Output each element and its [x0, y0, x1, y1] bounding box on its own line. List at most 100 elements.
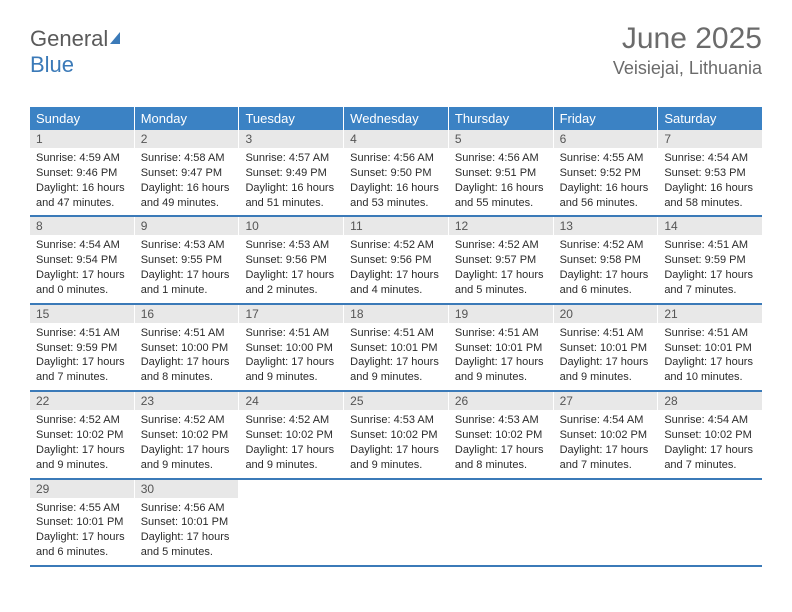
- day-info: Sunrise: 4:53 AMSunset: 9:56 PMDaylight:…: [239, 235, 343, 302]
- day-cell: 15Sunrise: 4:51 AMSunset: 9:59 PMDayligh…: [30, 305, 135, 390]
- day-info: Sunrise: 4:57 AMSunset: 9:49 PMDaylight:…: [239, 148, 343, 215]
- day-info: Sunrise: 4:53 AMSunset: 10:02 PMDaylight…: [344, 410, 448, 477]
- day-number: 14: [658, 217, 762, 235]
- day-cell: 6Sunrise: 4:55 AMSunset: 9:52 PMDaylight…: [554, 130, 659, 215]
- day-cell: 1Sunrise: 4:59 AMSunset: 9:46 PMDaylight…: [30, 130, 135, 215]
- weekday-header: Saturday: [658, 107, 762, 130]
- day-cell: 22Sunrise: 4:52 AMSunset: 10:02 PMDaylig…: [30, 392, 135, 477]
- day-number: 24: [239, 392, 343, 410]
- day-info: Sunrise: 4:54 AMSunset: 10:02 PMDaylight…: [554, 410, 658, 477]
- day-number: 21: [658, 305, 762, 323]
- day-cell: 26Sunrise: 4:53 AMSunset: 10:02 PMDaylig…: [449, 392, 554, 477]
- day-number: 15: [30, 305, 134, 323]
- day-info: Sunrise: 4:59 AMSunset: 9:46 PMDaylight:…: [30, 148, 134, 215]
- day-number: 12: [449, 217, 553, 235]
- day-info: Sunrise: 4:53 AMSunset: 9:55 PMDaylight:…: [135, 235, 239, 302]
- day-cell: 24Sunrise: 4:52 AMSunset: 10:02 PMDaylig…: [239, 392, 344, 477]
- day-cell: 23Sunrise: 4:52 AMSunset: 10:02 PMDaylig…: [135, 392, 240, 477]
- day-info: Sunrise: 4:52 AMSunset: 10:02 PMDaylight…: [239, 410, 343, 477]
- day-cell: 7Sunrise: 4:54 AMSunset: 9:53 PMDaylight…: [658, 130, 762, 215]
- day-cell: 25Sunrise: 4:53 AMSunset: 10:02 PMDaylig…: [344, 392, 449, 477]
- day-info: Sunrise: 4:52 AMSunset: 10:02 PMDaylight…: [30, 410, 134, 477]
- week-row: 29Sunrise: 4:55 AMSunset: 10:01 PMDaylig…: [30, 480, 762, 567]
- day-info: Sunrise: 4:54 AMSunset: 9:54 PMDaylight:…: [30, 235, 134, 302]
- day-number: 8: [30, 217, 134, 235]
- day-number: 3: [239, 130, 343, 148]
- day-info: Sunrise: 4:51 AMSunset: 10:00 PMDaylight…: [239, 323, 343, 390]
- logo-triangle-icon: [110, 32, 120, 44]
- day-info: Sunrise: 4:52 AMSunset: 10:02 PMDaylight…: [135, 410, 239, 477]
- calendar: SundayMondayTuesdayWednesdayThursdayFrid…: [30, 107, 762, 567]
- day-cell: 4Sunrise: 4:56 AMSunset: 9:50 PMDaylight…: [344, 130, 449, 215]
- day-number: 16: [135, 305, 239, 323]
- day-number: 4: [344, 130, 448, 148]
- day-info: Sunrise: 4:55 AMSunset: 9:52 PMDaylight:…: [554, 148, 658, 215]
- empty-cell: [239, 480, 344, 565]
- title-block: June 2025 Veisiejai, Lithuania: [613, 22, 762, 79]
- day-cell: 27Sunrise: 4:54 AMSunset: 10:02 PMDaylig…: [554, 392, 659, 477]
- day-number: 6: [554, 130, 658, 148]
- day-info: Sunrise: 4:52 AMSunset: 9:57 PMDaylight:…: [449, 235, 553, 302]
- day-info: Sunrise: 4:54 AMSunset: 9:53 PMDaylight:…: [658, 148, 762, 215]
- day-cell: 2Sunrise: 4:58 AMSunset: 9:47 PMDaylight…: [135, 130, 240, 215]
- weekday-header-row: SundayMondayTuesdayWednesdayThursdayFrid…: [30, 107, 762, 130]
- day-number: 13: [554, 217, 658, 235]
- logo-text-1: General: [30, 26, 108, 51]
- day-cell: 21Sunrise: 4:51 AMSunset: 10:01 PMDaylig…: [658, 305, 762, 390]
- weekday-header: Thursday: [449, 107, 554, 130]
- day-cell: 17Sunrise: 4:51 AMSunset: 10:00 PMDaylig…: [239, 305, 344, 390]
- day-info: Sunrise: 4:51 AMSunset: 9:59 PMDaylight:…: [658, 235, 762, 302]
- weekday-header: Wednesday: [344, 107, 449, 130]
- day-cell: 9Sunrise: 4:53 AMSunset: 9:55 PMDaylight…: [135, 217, 240, 302]
- weekday-header: Sunday: [30, 107, 135, 130]
- week-row: 1Sunrise: 4:59 AMSunset: 9:46 PMDaylight…: [30, 130, 762, 217]
- week-row: 15Sunrise: 4:51 AMSunset: 9:59 PMDayligh…: [30, 305, 762, 392]
- day-info: Sunrise: 4:51 AMSunset: 10:01 PMDaylight…: [449, 323, 553, 390]
- day-number: 10: [239, 217, 343, 235]
- day-info: Sunrise: 4:55 AMSunset: 10:01 PMDaylight…: [30, 498, 134, 565]
- week-row: 22Sunrise: 4:52 AMSunset: 10:02 PMDaylig…: [30, 392, 762, 479]
- day-number: 25: [344, 392, 448, 410]
- empty-cell: [554, 480, 659, 565]
- logo: General Blue: [30, 26, 120, 78]
- day-number: 7: [658, 130, 762, 148]
- day-number: 5: [449, 130, 553, 148]
- weekday-header: Friday: [554, 107, 659, 130]
- day-number: 26: [449, 392, 553, 410]
- day-cell: 8Sunrise: 4:54 AMSunset: 9:54 PMDaylight…: [30, 217, 135, 302]
- day-number: 22: [30, 392, 134, 410]
- day-number: 11: [344, 217, 448, 235]
- day-cell: 10Sunrise: 4:53 AMSunset: 9:56 PMDayligh…: [239, 217, 344, 302]
- day-number: 30: [135, 480, 239, 498]
- empty-cell: [449, 480, 554, 565]
- day-info: Sunrise: 4:51 AMSunset: 10:01 PMDaylight…: [554, 323, 658, 390]
- day-cell: 11Sunrise: 4:52 AMSunset: 9:56 PMDayligh…: [344, 217, 449, 302]
- empty-cell: [658, 480, 762, 565]
- day-info: Sunrise: 4:52 AMSunset: 9:56 PMDaylight:…: [344, 235, 448, 302]
- day-cell: 20Sunrise: 4:51 AMSunset: 10:01 PMDaylig…: [554, 305, 659, 390]
- day-info: Sunrise: 4:56 AMSunset: 10:01 PMDaylight…: [135, 498, 239, 565]
- day-number: 1: [30, 130, 134, 148]
- day-cell: 16Sunrise: 4:51 AMSunset: 10:00 PMDaylig…: [135, 305, 240, 390]
- day-cell: 13Sunrise: 4:52 AMSunset: 9:58 PMDayligh…: [554, 217, 659, 302]
- day-cell: 30Sunrise: 4:56 AMSunset: 10:01 PMDaylig…: [135, 480, 240, 565]
- day-info: Sunrise: 4:56 AMSunset: 9:50 PMDaylight:…: [344, 148, 448, 215]
- week-row: 8Sunrise: 4:54 AMSunset: 9:54 PMDaylight…: [30, 217, 762, 304]
- day-info: Sunrise: 4:58 AMSunset: 9:47 PMDaylight:…: [135, 148, 239, 215]
- day-number: 9: [135, 217, 239, 235]
- day-number: 27: [554, 392, 658, 410]
- day-cell: 28Sunrise: 4:54 AMSunset: 10:02 PMDaylig…: [658, 392, 762, 477]
- day-info: Sunrise: 4:51 AMSunset: 10:00 PMDaylight…: [135, 323, 239, 390]
- day-number: 19: [449, 305, 553, 323]
- empty-cell: [344, 480, 449, 565]
- day-number: 18: [344, 305, 448, 323]
- weekday-header: Monday: [135, 107, 240, 130]
- day-info: Sunrise: 4:52 AMSunset: 9:58 PMDaylight:…: [554, 235, 658, 302]
- day-cell: 19Sunrise: 4:51 AMSunset: 10:01 PMDaylig…: [449, 305, 554, 390]
- day-cell: 12Sunrise: 4:52 AMSunset: 9:57 PMDayligh…: [449, 217, 554, 302]
- day-number: 20: [554, 305, 658, 323]
- day-cell: 14Sunrise: 4:51 AMSunset: 9:59 PMDayligh…: [658, 217, 762, 302]
- day-info: Sunrise: 4:56 AMSunset: 9:51 PMDaylight:…: [449, 148, 553, 215]
- day-cell: 3Sunrise: 4:57 AMSunset: 9:49 PMDaylight…: [239, 130, 344, 215]
- day-info: Sunrise: 4:51 AMSunset: 10:01 PMDaylight…: [344, 323, 448, 390]
